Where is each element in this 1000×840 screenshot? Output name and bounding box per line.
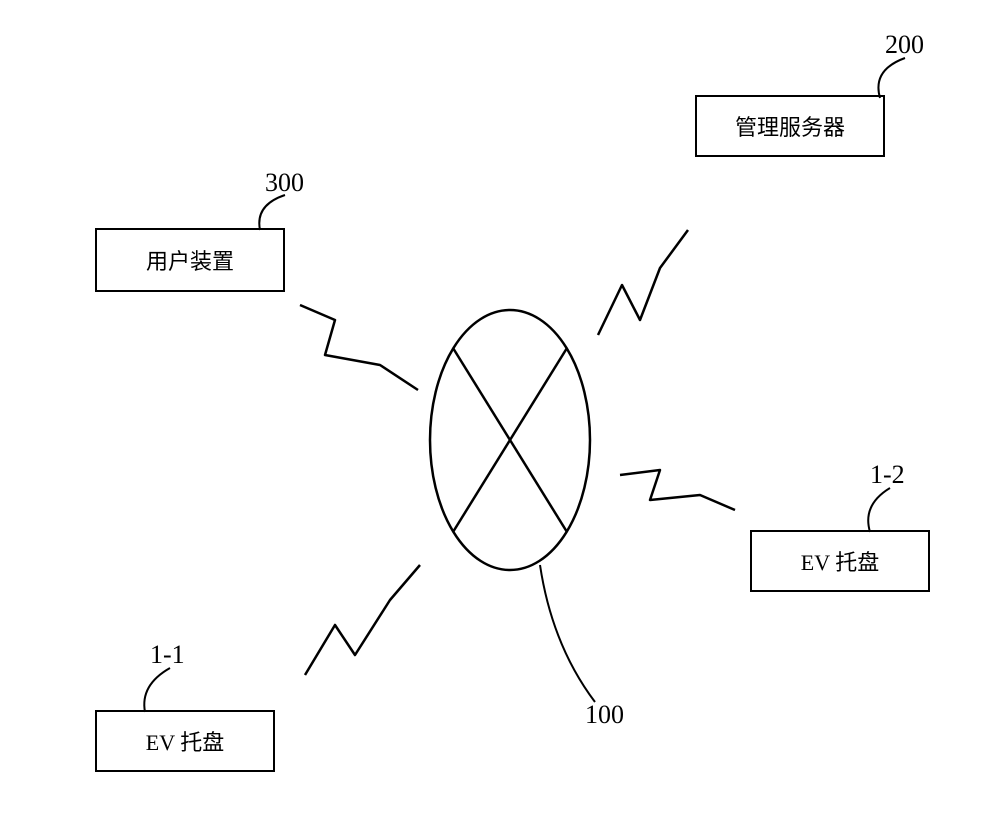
leader-300 — [259, 195, 285, 230]
ev-tray-2-label: EV 托盘 — [801, 545, 879, 577]
zigzag-to-user-device — [300, 305, 418, 390]
management-server-box: 管理服务器 — [695, 95, 885, 157]
center-ellipse — [430, 310, 590, 570]
zigzag-to-ev-tray-2 — [620, 470, 735, 510]
zigzag-to-management-server — [598, 230, 688, 335]
user-device-ref: 300 — [265, 168, 304, 198]
leader-1-1 — [144, 668, 170, 712]
leader-200 — [878, 58, 905, 98]
ellipse-cross-1 — [453, 348, 567, 532]
center-ref: 100 — [585, 700, 624, 730]
leader-100 — [540, 565, 595, 702]
user-device-label: 用户装置 — [146, 244, 234, 276]
ev-tray-1-box: EV 托盘 — [95, 710, 275, 772]
ev-tray-1-ref: 1-1 — [150, 640, 185, 670]
management-server-label: 管理服务器 — [735, 110, 845, 142]
ellipse-cross-2 — [453, 348, 567, 532]
management-server-ref: 200 — [885, 30, 924, 60]
zigzag-to-ev-tray-1 — [305, 565, 420, 675]
leader-1-2 — [868, 488, 890, 532]
user-device-box: 用户装置 — [95, 228, 285, 292]
ev-tray-2-box: EV 托盘 — [750, 530, 930, 592]
ev-tray-1-label: EV 托盘 — [146, 725, 224, 757]
ev-tray-2-ref: 1-2 — [870, 460, 905, 490]
